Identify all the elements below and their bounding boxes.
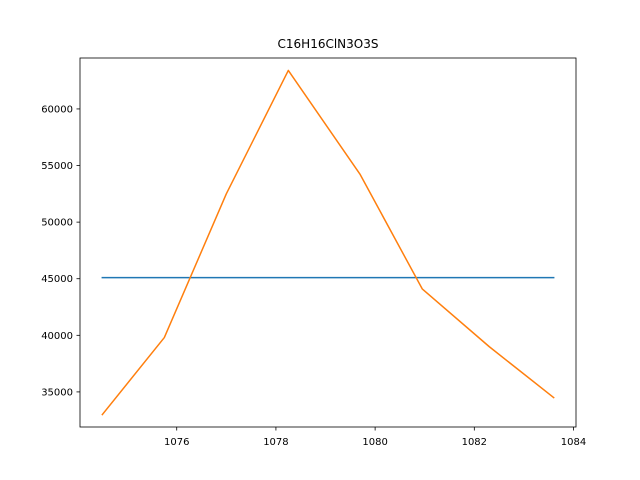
- x-tick-label: 1084: [561, 437, 586, 448]
- y-tick-label: 55000: [41, 161, 73, 172]
- x-tick-label: 1080: [362, 437, 387, 448]
- y-tick-label: 35000: [41, 387, 73, 398]
- x-tick-label: 1082: [462, 437, 487, 448]
- series-line-2: [101, 69, 555, 416]
- y-tick-label: 60000: [41, 104, 73, 115]
- y-tick-label: 50000: [41, 218, 73, 229]
- y-tick-label: 40000: [41, 331, 73, 342]
- x-tick-label: 1076: [164, 437, 189, 448]
- axes-layer: 1076 1078 1080 1082 1084 35000 40000 45000 50000…: [41, 57, 586, 448]
- series-layer: [101, 69, 555, 416]
- chart-title: C16H16ClN3O3S: [278, 37, 379, 51]
- x-tick-label: 1078: [263, 437, 288, 448]
- y-tick-label: 45000: [41, 274, 73, 285]
- plot-frame: [79, 57, 577, 428]
